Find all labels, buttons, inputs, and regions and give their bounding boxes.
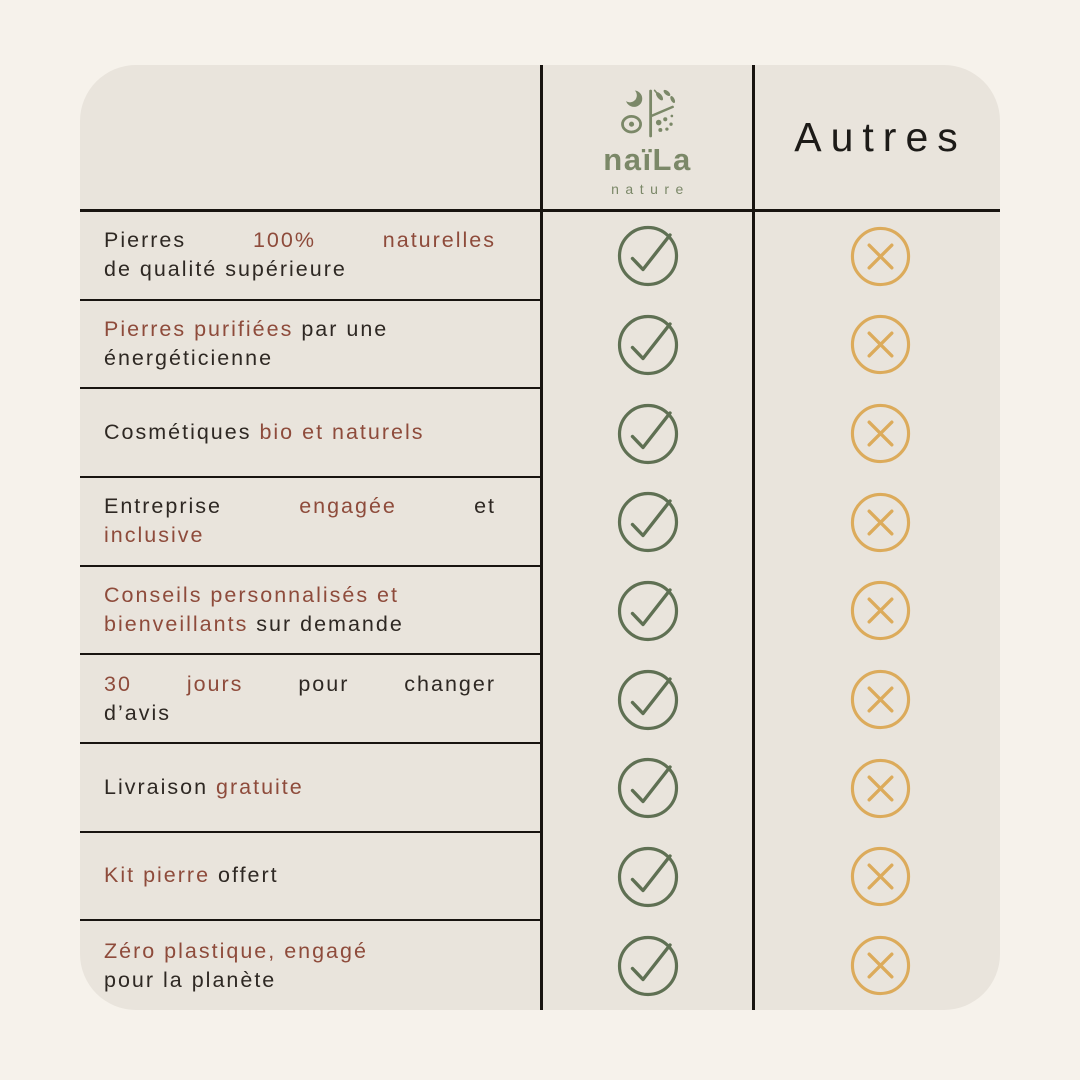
feature-text: par une: [293, 316, 389, 341]
brand-wordmark: naïLa: [603, 141, 692, 177]
autres-value-cell: [752, 300, 1000, 390]
naila-value-cell: [540, 743, 752, 833]
naila-value-cell: [540, 389, 752, 478]
cross-circle-icon: [850, 226, 911, 286]
naila-brand-header: naïLa nature: [540, 65, 752, 212]
feature-text-line: de qualité supérieure: [104, 255, 496, 284]
feature-text-line: Entreprise engagée et: [104, 492, 496, 521]
feature-text-line: bienveillants sur demande: [104, 610, 496, 639]
feature-cell: Zéro plastique, engagé pour la planète: [80, 921, 540, 1010]
feature-cell: Conseils personnalisés et bienveillants s…: [80, 567, 540, 656]
autres-value-cell: [752, 477, 1000, 567]
cross-circle-icon: [850, 758, 911, 818]
feature-text: d’avis: [104, 700, 171, 725]
feature-text-line: d’avis: [104, 699, 496, 728]
feature-text-line: Pierres purifiées par une: [104, 315, 496, 344]
cross-circle-icon: [850, 581, 911, 641]
feature-text: offert: [210, 863, 279, 888]
check-circle-icon: [617, 846, 678, 908]
check-circle-icon: [617, 935, 678, 996]
naila-value-cell: [540, 921, 752, 1010]
check-circle-icon: [617, 403, 678, 464]
feature-text: Pierres: [104, 228, 253, 253]
feature-cell: Livraison gratuite: [80, 744, 540, 833]
autres-value-cell: [752, 566, 1000, 656]
feature-text-highlight: bienveillants: [104, 611, 249, 636]
feature-text-highlight: Kit pierre: [104, 863, 211, 888]
check-circle-icon: [617, 226, 678, 287]
naila-value-cell: [540, 477, 752, 567]
cross-circle-icon: [850, 670, 911, 730]
autres-value-cell: [752, 212, 1000, 301]
cross-circle-icon: [850, 404, 911, 464]
check-circle-icon: [617, 580, 678, 642]
feature-text-highlight: Pierres purifiées: [104, 316, 294, 341]
feature-text: pour changer: [243, 671, 496, 696]
feature-text-highlight: 100% naturelles: [252, 228, 497, 253]
feature-text-highlight: Conseils personnalisés et: [104, 582, 399, 607]
feature-text-line: Conseils personnalisés et: [104, 581, 496, 610]
feature-cell: Kit pierre offert: [80, 833, 540, 922]
feature-text: et: [396, 494, 497, 519]
feature-text: de qualité supérieure: [104, 257, 347, 282]
feature-text: Livraison: [104, 774, 217, 799]
feature-text-highlight: 30 jours: [104, 671, 244, 696]
feature-cell: Entreprise engagée et inclusive: [80, 478, 540, 567]
feature-cell: Pierres 100% naturelles de qualité supéri…: [80, 212, 540, 301]
autres-value-cell: [752, 832, 1000, 922]
naila-logo-icon: [620, 87, 675, 137]
feature-text: sur demande: [248, 611, 404, 636]
feature-text-line: Pierres 100% naturelles: [104, 226, 496, 255]
autres-value-cell: [752, 655, 1000, 744]
naila-value-cell: [540, 655, 752, 744]
feature-text-highlight: bio et naturels: [259, 420, 425, 445]
cross-circle-icon: [850, 936, 911, 996]
autres-value-cell: [752, 389, 1000, 478]
cross-circle-icon: [850, 315, 911, 375]
check-circle-icon: [617, 758, 678, 819]
feature-text: Entreprise: [104, 494, 300, 519]
brand-tagline: nature: [611, 180, 690, 197]
autres-value-cell: [752, 921, 1000, 1010]
feature-text-line: énergéticienne: [104, 344, 496, 373]
feature-text-line: 30 jours pour changer: [104, 670, 496, 699]
check-circle-icon: [617, 314, 678, 376]
feature-text: énergéticienne: [104, 345, 274, 370]
cross-circle-icon: [850, 847, 911, 907]
autres-header-label: Autres: [752, 65, 1000, 212]
comparison-card: naïLa nature Autres Pierres 100% naturel…: [80, 65, 1000, 1010]
naila-value-cell: [540, 566, 752, 656]
autres-value-cell: [752, 743, 1000, 833]
feature-text-line: Zéro plastique, engagé: [104, 937, 496, 966]
cross-circle-icon: [850, 492, 911, 552]
naila-value-cell: [540, 300, 752, 390]
feature-text-line: Kit pierre offert: [104, 861, 496, 890]
feature-text-highlight: Zéro plastique, engagé: [104, 938, 368, 963]
header-empty-cell: [80, 65, 540, 212]
feature-text-line: Livraison gratuite: [104, 773, 496, 802]
feature-text: pour la planète: [104, 967, 277, 992]
feature-text: Cosmétiques: [104, 420, 260, 445]
check-circle-icon: [617, 492, 678, 553]
feature-text-highlight: gratuite: [216, 774, 304, 799]
feature-text-line: Cosmétiques bio et naturels: [104, 418, 496, 447]
feature-cell: Cosmétiques bio et naturels: [80, 389, 540, 478]
naila-value-cell: [540, 212, 752, 301]
feature-text-line: inclusive: [104, 521, 496, 550]
feature-cell: Pierres purifiées par une énergéticienne: [80, 301, 540, 390]
feature-text-highlight: engagée: [299, 494, 397, 519]
feature-text-line: pour la planète: [104, 966, 496, 995]
feature-cell: 30 jours pour changer d’avis: [80, 655, 540, 744]
naila-value-cell: [540, 832, 752, 922]
feature-text-highlight: inclusive: [104, 523, 205, 548]
check-circle-icon: [617, 669, 678, 730]
